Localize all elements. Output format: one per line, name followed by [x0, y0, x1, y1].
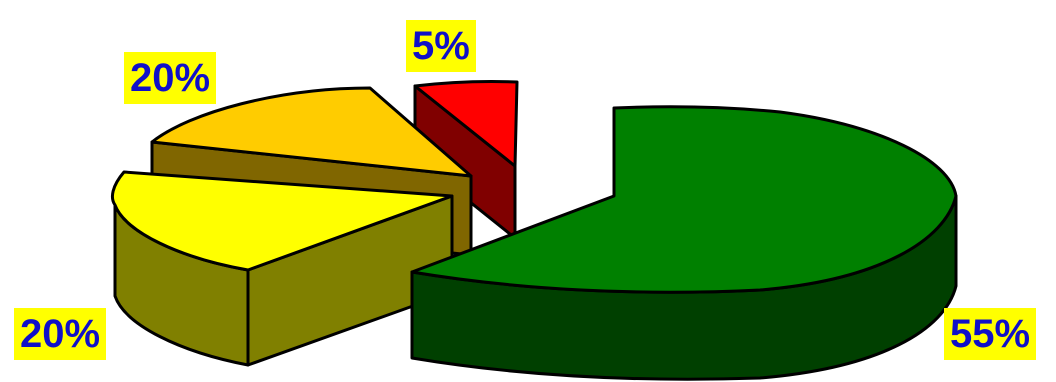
- label-20-percent-orange: 20%: [124, 52, 217, 104]
- slice-55-top: [410, 105, 958, 294]
- slice-5-top: [413, 80, 519, 168]
- slice-20-yellow-top: [110, 170, 454, 272]
- slice-5-percent: [413, 80, 519, 240]
- slice-20-percent-yellow: [110, 170, 454, 367]
- label-55-percent: 55%: [944, 308, 1037, 360]
- label-5-percent: 5%: [406, 20, 476, 72]
- slice-20-orange-top: [150, 86, 473, 178]
- slice-55-percent: [410, 105, 958, 381]
- label-20-percent-yellow: 20%: [14, 308, 107, 360]
